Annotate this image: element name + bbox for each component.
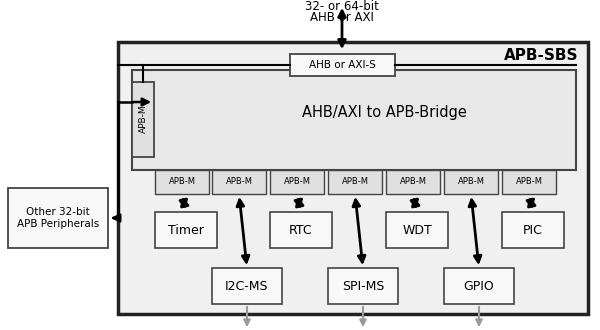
Bar (328, 268, 398, 304)
Text: WDT: WDT (402, 223, 432, 237)
Text: I2C-MS: I2C-MS (225, 280, 269, 292)
Bar (155, 212, 217, 248)
Text: RTC: RTC (289, 223, 313, 237)
Bar (502, 170, 556, 194)
Text: APB-M: APB-M (226, 178, 253, 186)
Text: APB-M: APB-M (515, 178, 542, 186)
Bar (132, 70, 576, 170)
Bar (290, 54, 395, 76)
Bar (8, 188, 108, 248)
Bar (212, 268, 282, 304)
Bar (502, 212, 564, 248)
Text: AHB or AXI-S: AHB or AXI-S (308, 60, 376, 70)
Bar (270, 212, 332, 248)
Text: PIC: PIC (523, 223, 543, 237)
Text: APB-M: APB-M (139, 105, 148, 133)
Bar (212, 170, 266, 194)
Text: AHB or AXI: AHB or AXI (310, 11, 374, 24)
Text: 32- or 64-bit: 32- or 64-bit (305, 0, 379, 13)
Bar (444, 268, 514, 304)
Text: APB-M: APB-M (284, 178, 311, 186)
Bar (444, 170, 498, 194)
Bar (132, 82, 154, 157)
Bar (386, 170, 440, 194)
Text: SPI-MS: SPI-MS (342, 280, 384, 292)
Text: APB-M: APB-M (341, 178, 368, 186)
Bar (270, 170, 324, 194)
Bar (386, 212, 448, 248)
Bar (118, 42, 588, 314)
Text: APB-M: APB-M (400, 178, 427, 186)
Text: Timer: Timer (168, 223, 204, 237)
Text: AHB/AXI to APB-Bridge: AHB/AXI to APB-Bridge (302, 105, 466, 119)
Text: APB-M: APB-M (458, 178, 485, 186)
Text: APB-SBS: APB-SBS (503, 49, 578, 63)
Bar (155, 170, 209, 194)
Text: Other 32-bit
APB Peripherals: Other 32-bit APB Peripherals (17, 207, 99, 229)
Bar (328, 170, 382, 194)
Text: GPIO: GPIO (464, 280, 494, 292)
Text: APB-M: APB-M (169, 178, 196, 186)
